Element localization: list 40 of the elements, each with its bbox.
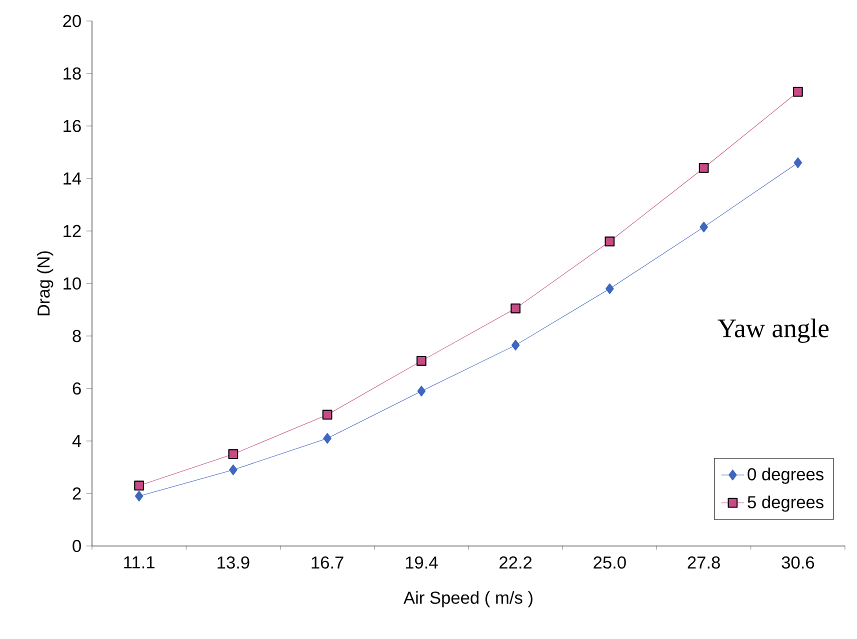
- y-tick-label: 2: [72, 487, 81, 500]
- x-tick-label: 11.1: [124, 556, 154, 568]
- x-tick-label: 16.7: [312, 556, 344, 569]
- x-tick-label: 22.2: [500, 556, 532, 568]
- point: [134, 490, 144, 502]
- point: [794, 157, 802, 168]
- point: [511, 340, 520, 351]
- point: [322, 410, 332, 420]
- y-axis-title: Drag (N): [37, 251, 54, 316]
- point: [416, 356, 426, 366]
- y-tick-label: 0: [72, 540, 81, 552]
- x-tick-label: 13.9: [218, 556, 250, 569]
- legend-title: Yaw angle: [718, 318, 829, 343]
- y-tick-label: 20: [63, 14, 81, 28]
- point: [323, 433, 332, 444]
- y-tick-label: 14: [64, 172, 82, 184]
- point: [700, 222, 708, 232]
- x-tick-label: 30.6: [782, 556, 814, 569]
- x-axis-title: Air Speed ( m/s ): [404, 591, 532, 608]
- y-tick-label: 8: [72, 330, 81, 342]
- y-tick-label: 12: [64, 224, 81, 238]
- x-tick-label: 27.8: [688, 556, 720, 569]
- y-tick-label: 16: [64, 120, 81, 132]
- y-tick-label: 6: [72, 382, 81, 395]
- y-tick-label: 4: [72, 435, 82, 447]
- point: [228, 449, 238, 460]
- point: [604, 236, 615, 246]
- x-tick-label: 19.4: [406, 556, 438, 569]
- legend-label: 5 degrees: [748, 496, 824, 512]
- point: [417, 386, 426, 396]
- point: [698, 163, 709, 173]
- point: [606, 283, 614, 294]
- x-tick-label: 25.0: [594, 556, 626, 569]
- y-tick-label: 10: [64, 277, 81, 290]
- point: [793, 86, 803, 97]
- legend-label: 0 degrees: [748, 468, 824, 484]
- y-tick-label: 18: [64, 67, 81, 80]
- point: [134, 480, 144, 491]
- point: [229, 464, 238, 476]
- point: [510, 303, 520, 314]
